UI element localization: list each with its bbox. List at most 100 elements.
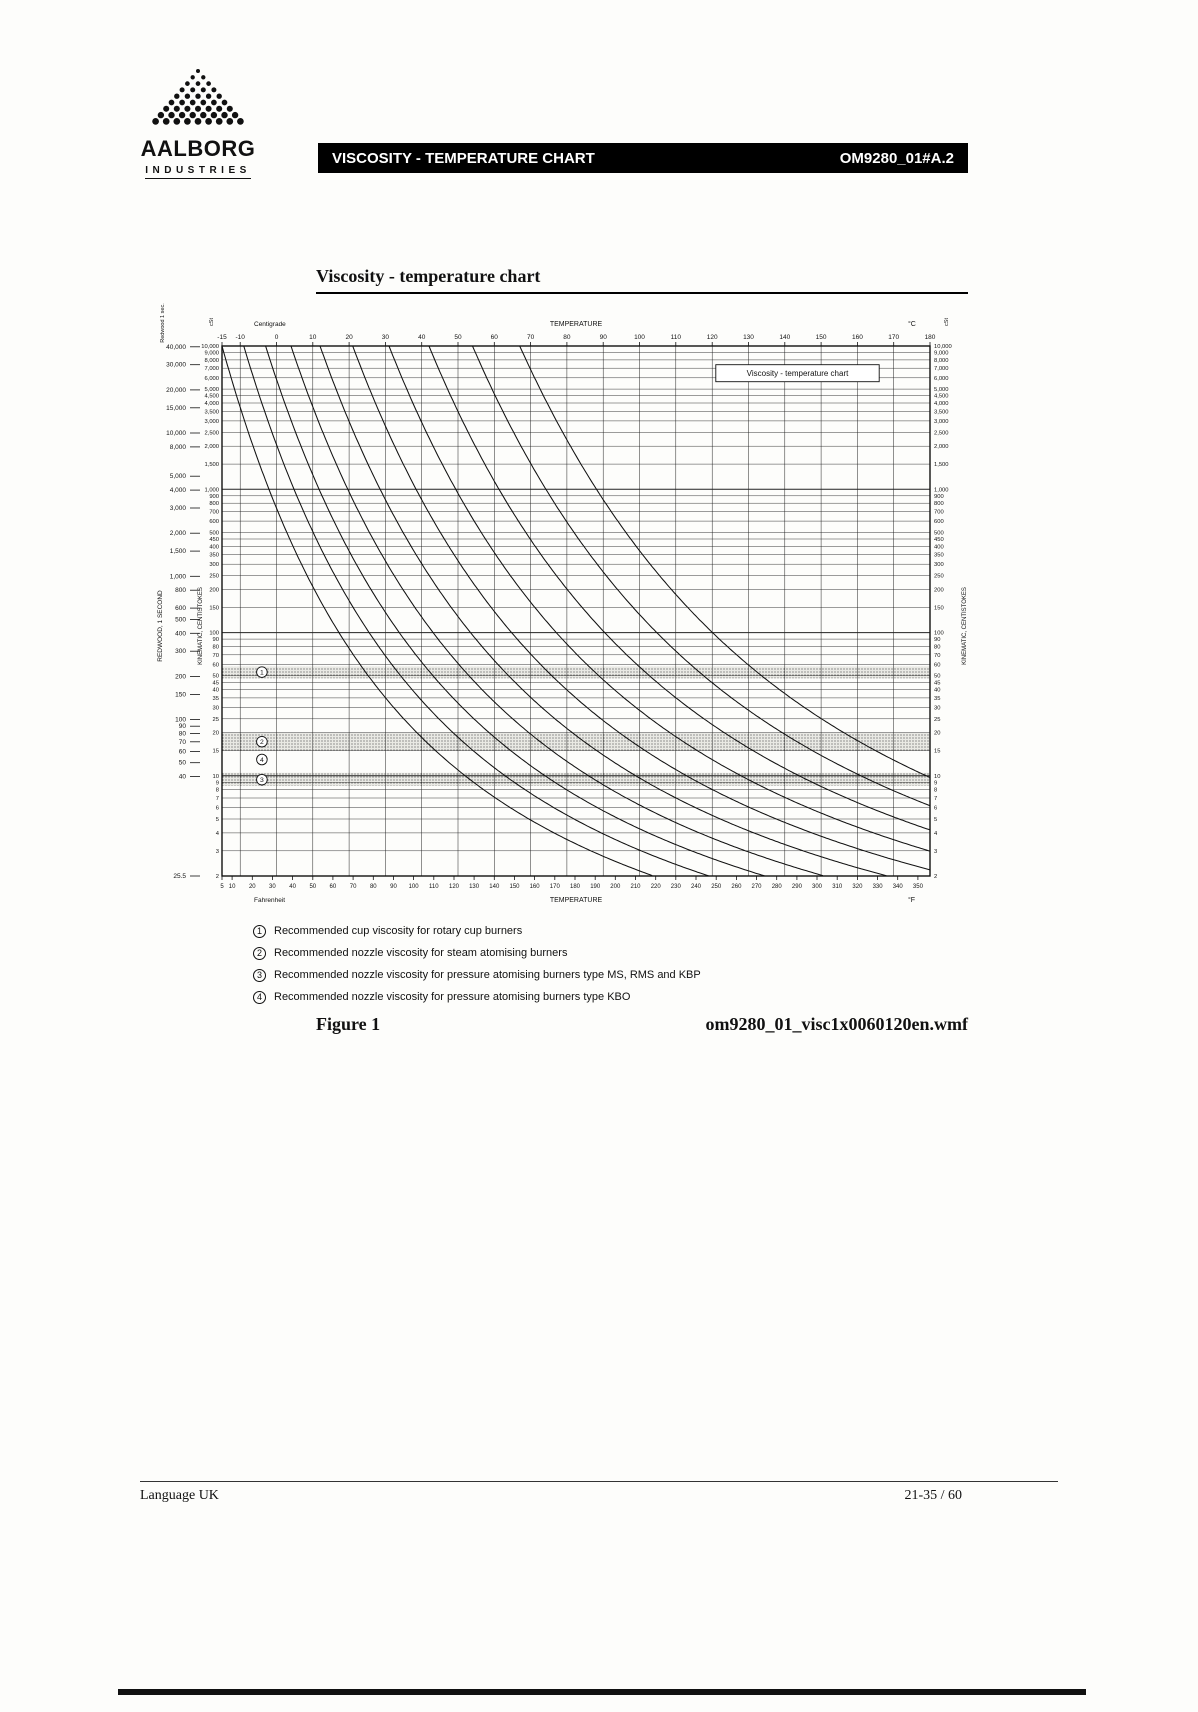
svg-text:25.5: 25.5 [173, 873, 186, 880]
svg-text:2: 2 [934, 874, 937, 880]
svg-text:60: 60 [934, 662, 940, 668]
svg-text:70: 70 [350, 884, 357, 890]
svg-text:8,000: 8,000 [170, 444, 187, 451]
svg-text:3,500: 3,500 [934, 409, 949, 415]
svg-text:15: 15 [934, 749, 940, 755]
svg-text:170: 170 [550, 884, 561, 890]
svg-text:80: 80 [213, 645, 219, 651]
svg-text:40: 40 [179, 774, 187, 781]
svg-text:TEMPERATURE: TEMPERATURE [550, 897, 603, 904]
header-doc-ref: OM9280_01#A.2 [839, 149, 954, 167]
svg-text:3: 3 [216, 849, 219, 855]
svg-text:1: 1 [260, 669, 264, 676]
svg-text:30: 30 [269, 884, 276, 890]
svg-text:2,500: 2,500 [204, 430, 219, 436]
svg-text:220: 220 [651, 884, 662, 890]
svg-text:9,000: 9,000 [934, 351, 949, 357]
svg-text:45: 45 [213, 680, 219, 686]
svg-text:200: 200 [209, 587, 219, 593]
figure-caption-row: Figure 1 om9280_01_visc1x0060120en.wmf [316, 1014, 968, 1035]
viscosity-curve [352, 346, 930, 871]
svg-text:90: 90 [600, 334, 608, 341]
svg-text:25: 25 [213, 717, 219, 723]
svg-text:270: 270 [751, 884, 762, 890]
svg-text:7: 7 [934, 796, 937, 802]
chart-title-box [715, 364, 880, 383]
svg-text:350: 350 [913, 884, 924, 890]
figure-label: Figure 1 [316, 1014, 381, 1034]
viscosity-curve [222, 346, 653, 876]
svg-text:80: 80 [563, 334, 571, 341]
viscosity-curve [519, 346, 930, 778]
svg-text:150: 150 [934, 605, 944, 611]
svg-text:5: 5 [216, 817, 219, 823]
svg-text:8: 8 [216, 788, 219, 794]
svg-text:3,000: 3,000 [934, 419, 949, 425]
svg-text:6: 6 [934, 806, 937, 812]
svg-text:5,000: 5,000 [170, 473, 187, 480]
heading-rule [316, 292, 968, 294]
svg-text:450: 450 [209, 537, 219, 543]
svg-text:1,000: 1,000 [170, 573, 187, 580]
legend-text: Recommended nozzle viscosity for pressur… [274, 969, 701, 981]
svg-text:100: 100 [409, 884, 420, 890]
svg-text:500: 500 [934, 530, 944, 536]
band-marker: 4 [256, 753, 268, 766]
footer-rule [140, 1481, 1058, 1482]
svg-text:230: 230 [671, 884, 682, 890]
svg-text:110: 110 [429, 884, 439, 890]
aalborg-logo: AALBORG INDUSTRIES [136, 66, 260, 180]
svg-text:150: 150 [816, 334, 827, 341]
legend-number-badge: 4 [253, 990, 266, 1004]
svg-text:90: 90 [179, 723, 187, 730]
viscosity-curve [319, 346, 887, 876]
svg-text:180: 180 [925, 334, 936, 341]
svg-text:2,500: 2,500 [934, 430, 949, 436]
svg-text:-15: -15 [217, 334, 227, 341]
svg-text:400: 400 [934, 544, 944, 550]
svg-text:KINEMATIC, CENTISTOKES: KINEMATIC, CENTISTOKES [198, 587, 204, 665]
svg-text:8,000: 8,000 [204, 358, 219, 364]
svg-text:60: 60 [179, 748, 187, 755]
svg-text:500: 500 [209, 530, 219, 536]
recommended-viscosity-band [222, 732, 930, 751]
svg-text:30,000: 30,000 [166, 362, 186, 369]
section-heading: Viscosity - temperature chart [316, 266, 541, 286]
bottom-edge-bar [118, 1689, 1086, 1695]
svg-text:60: 60 [213, 662, 219, 668]
svg-text:150: 150 [509, 884, 520, 890]
svg-text:7: 7 [216, 796, 219, 802]
svg-text:130: 130 [743, 334, 754, 341]
svg-text:2: 2 [216, 874, 219, 880]
svg-text:80: 80 [179, 731, 187, 738]
svg-text:150: 150 [175, 691, 186, 698]
svg-text:8,000: 8,000 [934, 358, 949, 364]
legend-item: 3 Recommended nozzle viscosity for press… [253, 964, 701, 986]
svg-text:30: 30 [934, 706, 940, 712]
svg-text:70: 70 [527, 334, 535, 341]
svg-text:8: 8 [934, 788, 937, 794]
svg-text:100: 100 [209, 631, 219, 637]
svg-text:130: 130 [469, 884, 480, 890]
svg-text:-10: -10 [235, 334, 245, 341]
svg-text:80: 80 [370, 884, 377, 890]
svg-text:800: 800 [209, 501, 219, 507]
svg-text:9,000: 9,000 [204, 351, 219, 357]
svg-text:70: 70 [179, 739, 187, 746]
legend-number-badge: 2 [253, 946, 266, 960]
svg-text:900: 900 [209, 494, 219, 500]
svg-text:190: 190 [590, 884, 601, 890]
svg-text:25: 25 [934, 717, 940, 723]
svg-text:70: 70 [934, 653, 940, 659]
viscosity-curve [388, 346, 930, 852]
page-footer: Language UK 21-35 / 60 [140, 1488, 962, 1504]
band-marker: 3 [256, 773, 268, 786]
svg-text:TEMPERATURE: TEMPERATURE [550, 321, 603, 328]
svg-text:4: 4 [934, 831, 938, 837]
svg-text:700: 700 [934, 510, 944, 516]
svg-text:3,000: 3,000 [170, 505, 187, 512]
svg-text:60: 60 [491, 334, 499, 341]
svg-text:1,000: 1,000 [934, 487, 949, 493]
logo-name: AALBORG [140, 136, 256, 161]
svg-text:°F: °F [908, 896, 915, 904]
